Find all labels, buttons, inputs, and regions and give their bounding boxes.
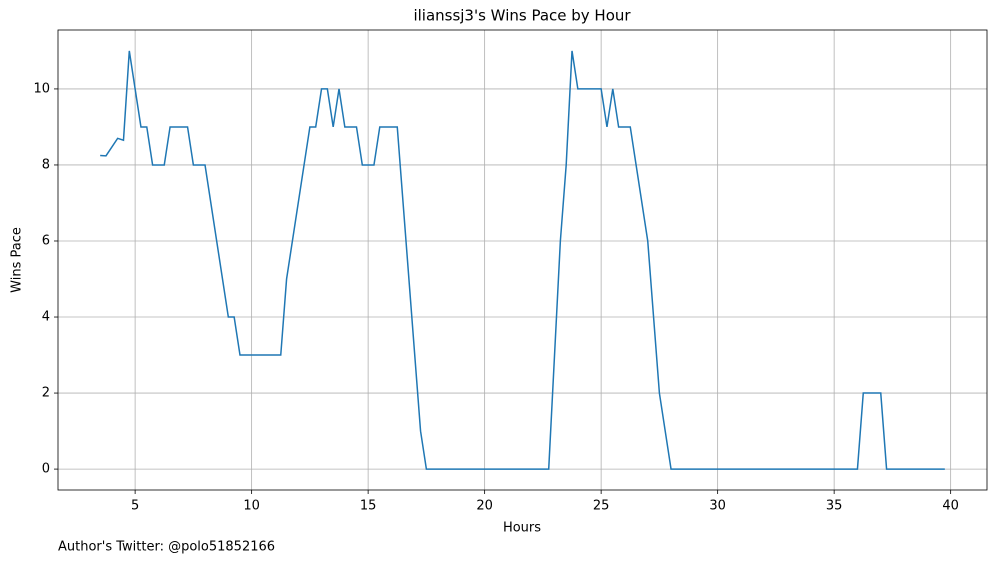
x-tick-label: 15 bbox=[360, 499, 377, 514]
y-tick-label: 4 bbox=[42, 310, 50, 325]
x-tick-label: 5 bbox=[131, 499, 139, 514]
x-tick-label: 40 bbox=[942, 499, 959, 514]
x-tick-label: 20 bbox=[476, 499, 493, 514]
y-tick-label: 0 bbox=[42, 462, 50, 477]
x-tick-label: 30 bbox=[709, 499, 726, 514]
y-axis-label: Wins Pace bbox=[10, 227, 25, 293]
x-tick-label: 35 bbox=[826, 499, 843, 514]
y-tick-label: 2 bbox=[42, 386, 50, 401]
x-tick-label: 25 bbox=[593, 499, 610, 514]
y-tick-label: 6 bbox=[42, 233, 50, 248]
footer: Author's Twitter: @polo51852166 bbox=[58, 540, 275, 555]
y-tick-label: 10 bbox=[33, 81, 50, 96]
y-tick-label: 8 bbox=[42, 157, 50, 172]
plot-frame bbox=[57, 29, 988, 491]
x-axis-label: Hours bbox=[503, 521, 541, 536]
data-line bbox=[100, 50, 945, 470]
chart-title: ilianssj3's Wins Pace by Hour bbox=[413, 7, 631, 25]
x-tick-label: 10 bbox=[243, 499, 260, 514]
